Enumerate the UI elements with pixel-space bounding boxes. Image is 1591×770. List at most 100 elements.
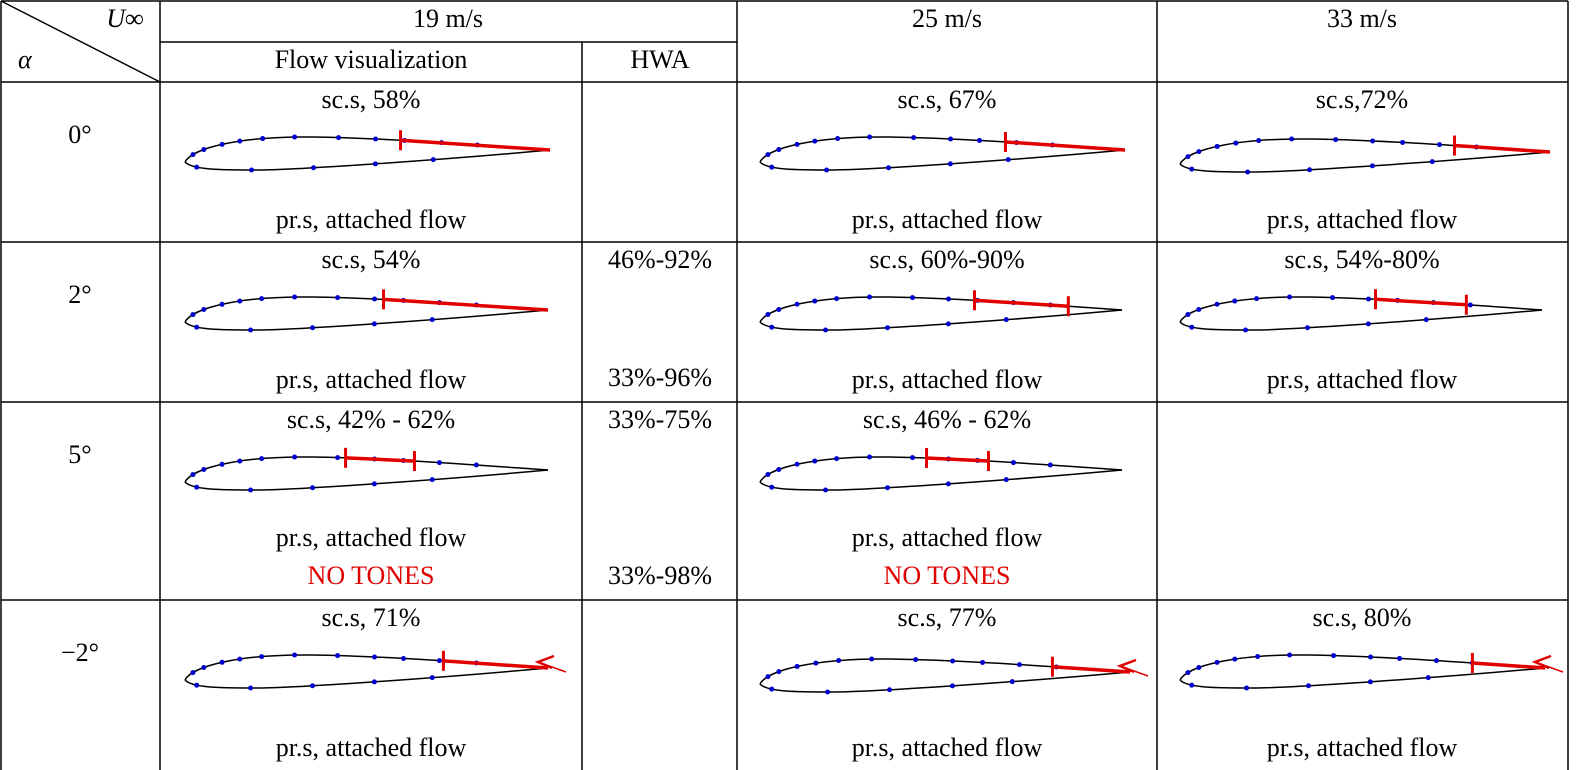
tap [913, 657, 919, 663]
tap [1196, 307, 1202, 313]
reverse-flow-tail [537, 661, 567, 673]
tap [825, 689, 831, 695]
tap [1185, 154, 1191, 160]
tap [237, 458, 243, 464]
tap [776, 467, 782, 473]
transition-region [400, 138, 551, 152]
tap [292, 454, 298, 460]
cell-bottom: pr.s, attached flow [1267, 205, 1458, 234]
tap [201, 307, 207, 313]
row-alpha: −2° [61, 638, 99, 667]
tap [823, 487, 829, 493]
tap [813, 660, 819, 666]
tap [947, 161, 953, 167]
tap [335, 455, 341, 461]
tap [1425, 675, 1431, 681]
airfoil-upper [184, 456, 549, 483]
reverse-flow-tail [1119, 665, 1149, 677]
tap [372, 654, 378, 660]
tap [473, 462, 479, 468]
transition-region [1472, 661, 1546, 670]
tap [1423, 317, 1429, 323]
tap [249, 167, 255, 173]
tap [1010, 460, 1016, 466]
tap [812, 138, 818, 144]
tap [335, 295, 341, 301]
tap [1005, 157, 1011, 163]
tap [1003, 477, 1009, 483]
airfoil-lower [184, 469, 549, 491]
speed: 33 m/s [1327, 4, 1397, 33]
speed: 19 m/s [413, 4, 483, 33]
tap [1287, 652, 1293, 658]
tap [824, 167, 830, 173]
tap [776, 669, 782, 675]
tap [1400, 139, 1406, 145]
tap [201, 665, 207, 671]
tap [1397, 655, 1403, 661]
cell-top: sc.s, 71% [322, 603, 421, 632]
tap [869, 656, 875, 662]
tap [201, 467, 207, 473]
cell-bottom: 33%-98% [608, 561, 712, 590]
tap [1306, 683, 1312, 689]
tap [436, 460, 442, 466]
tap [769, 686, 775, 692]
transition-region [1375, 297, 1467, 307]
cell-bottom: pr.s, attached flow [1267, 365, 1458, 394]
tap [311, 165, 317, 171]
tap [885, 485, 891, 491]
cell-note: NO TONES [884, 561, 1011, 590]
tap [886, 165, 892, 171]
tap [980, 659, 986, 665]
tap [776, 307, 782, 313]
tap [292, 652, 298, 658]
reverse-flow-tail [1534, 661, 1564, 673]
tap [1305, 325, 1311, 331]
tap [1289, 136, 1295, 142]
cell-bottom: pr.s, attached flow [276, 523, 467, 552]
airfoil-lower [184, 667, 549, 689]
tap [259, 456, 265, 462]
transition-region [1005, 140, 1126, 152]
tap [867, 454, 873, 460]
tap [1369, 163, 1375, 169]
tap [194, 164, 200, 170]
airfoil-lower [1179, 667, 1546, 689]
tap [371, 481, 377, 487]
tap [1017, 662, 1023, 668]
tap [867, 294, 873, 300]
tap [765, 152, 771, 158]
tap [237, 298, 243, 304]
tap [335, 653, 341, 659]
tap [1370, 138, 1376, 144]
tap [794, 461, 800, 467]
tap [194, 324, 200, 330]
tap [1214, 659, 1220, 665]
speed: 25 m/s [912, 4, 982, 33]
tap [1196, 149, 1202, 155]
tap [1232, 298, 1238, 304]
cell-bottom: pr.s, attached flow [276, 733, 467, 762]
tap [1189, 682, 1195, 688]
tap [910, 455, 916, 461]
tap [1196, 665, 1202, 671]
tap [834, 456, 840, 462]
tap [1467, 302, 1473, 308]
transition-region [443, 659, 549, 670]
row-alpha: 5° [68, 440, 91, 469]
tap [776, 147, 782, 153]
tap [194, 484, 200, 490]
tap [292, 134, 298, 140]
tap [310, 683, 316, 689]
tap [430, 157, 436, 163]
tap [1255, 654, 1261, 660]
cell-top: 46%-92% [608, 245, 712, 274]
cell-note: NO TONES [308, 561, 435, 590]
airfoil-lower [1179, 309, 1543, 331]
airfoil-upper [1179, 296, 1543, 323]
tap [1254, 296, 1260, 302]
tap [371, 321, 377, 327]
cell-bottom: pr.s, attached flow [852, 205, 1043, 234]
